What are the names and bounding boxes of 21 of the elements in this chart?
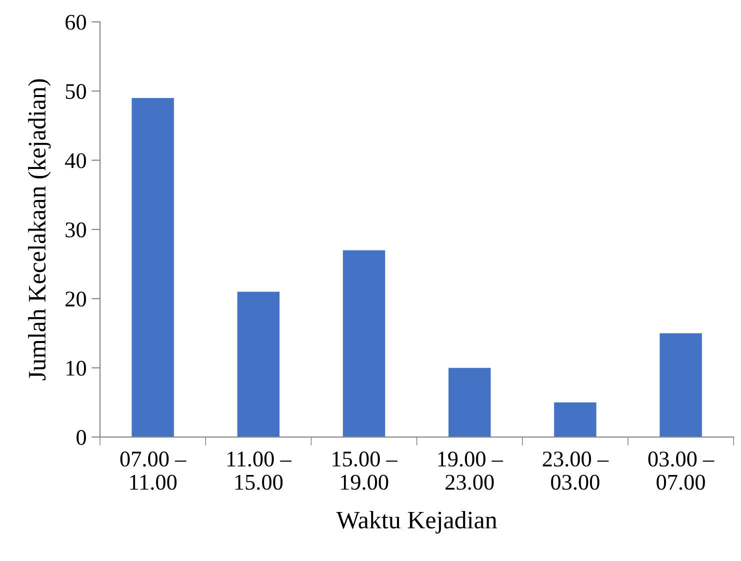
bar: [342, 250, 386, 438]
y-tick-label: 40: [65, 153, 86, 168]
y-tick-label: 30: [66, 222, 86, 238]
bar: [448, 368, 491, 438]
y-tick-label: 50: [66, 84, 86, 99]
x-tick-label: 11.00 – 15.00: [227, 452, 292, 490]
y-tick-label: 10: [66, 360, 86, 376]
bar: [132, 98, 174, 438]
x-tick-label: 03.00 – 07.00: [648, 452, 714, 490]
bar: [554, 402, 596, 438]
y-tick-label: 20: [66, 292, 86, 307]
x-tick-label: 19.00 – 23.00: [438, 452, 504, 490]
x-tick-label: 15.00 – 19.00: [332, 452, 398, 490]
x-axis-title: Waktu Kejadian: [336, 510, 497, 534]
y-tick-label: 0: [76, 430, 86, 445]
y-tick-label: 60: [66, 14, 86, 30]
x-tick-label: 23.00 – 03.00: [542, 452, 609, 490]
y-axis-title: Jumlah Kecelakaan (kejadian): [28, 79, 51, 380]
x-tick-label: 07.00 – 11.00: [120, 452, 186, 490]
bar: [237, 292, 280, 438]
bar: [660, 333, 702, 438]
